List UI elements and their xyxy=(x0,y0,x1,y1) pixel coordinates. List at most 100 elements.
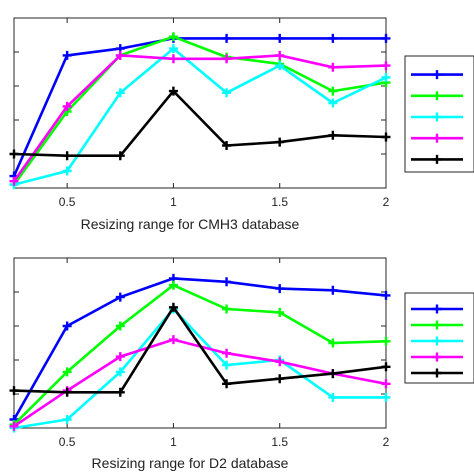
legend-marker xyxy=(432,320,442,330)
data-point-marker xyxy=(328,130,338,140)
data-point-marker xyxy=(222,33,232,43)
series-line xyxy=(12,37,386,177)
data-point-marker xyxy=(9,386,19,396)
data-point-marker xyxy=(381,336,391,346)
data-point-marker xyxy=(222,304,232,314)
data-point-marker xyxy=(62,50,72,60)
data-point-marker xyxy=(115,352,125,362)
data-point-marker xyxy=(168,86,178,96)
data-point-marker xyxy=(222,54,232,64)
data-point-marker xyxy=(62,151,72,161)
x-tick-label: 2 xyxy=(383,195,390,209)
legend-marker xyxy=(432,133,442,143)
x-tick-label: 0.5 xyxy=(59,195,76,209)
data-point-marker xyxy=(222,88,232,98)
data-point-marker xyxy=(381,73,391,82)
data-point-marker xyxy=(328,98,338,108)
data-point-marker xyxy=(62,387,72,397)
data-point-marker xyxy=(381,379,391,389)
legend-marker xyxy=(432,91,442,101)
series-line xyxy=(12,277,387,421)
data-point-marker xyxy=(115,50,125,60)
series-line xyxy=(13,47,387,186)
data-point-marker xyxy=(222,141,232,150)
x-tick-label: 1.5 xyxy=(271,195,288,209)
x-axis-label: Resizing range for D2 database xyxy=(92,455,289,471)
data-point-marker xyxy=(275,374,285,384)
data-point-marker xyxy=(328,86,338,96)
legend-marker xyxy=(432,368,442,378)
data-point-marker xyxy=(328,392,338,402)
data-point-marker xyxy=(381,290,391,300)
data-point-marker xyxy=(62,415,72,424)
data-point-marker xyxy=(381,132,391,142)
data-point-marker xyxy=(62,101,72,111)
series-line xyxy=(13,305,387,394)
data-point-marker xyxy=(328,62,338,72)
data-point-marker xyxy=(168,302,178,312)
data-point-marker xyxy=(115,367,125,377)
legend-marker xyxy=(432,112,442,122)
legend xyxy=(404,292,474,384)
data-point-marker xyxy=(275,284,285,294)
data-point-marker xyxy=(328,285,338,295)
legend-marker xyxy=(432,352,442,362)
data-point-marker xyxy=(168,335,178,345)
series-line xyxy=(13,283,387,426)
x-tick-label: 0.5 xyxy=(59,435,76,449)
series-5 xyxy=(9,302,391,397)
chart-panel-1: 0.5 1 1.5 2 Resizing range for CMH3 database xyxy=(9,17,474,232)
x-tick-label: 2 xyxy=(383,435,390,449)
x-tick-label: 1 xyxy=(170,195,177,209)
data-point-marker xyxy=(328,369,338,379)
x-tick-label: 1.5 xyxy=(271,435,288,449)
data-point-marker xyxy=(168,280,178,290)
series-line xyxy=(12,35,387,186)
data-point-marker xyxy=(275,61,285,71)
series-4 xyxy=(9,50,391,186)
data-point-marker xyxy=(62,166,72,176)
x-tick-label: 1 xyxy=(170,435,177,449)
data-point-marker xyxy=(9,149,19,159)
data-point-marker xyxy=(62,321,72,331)
legend-marker xyxy=(432,304,442,314)
legend-box xyxy=(404,292,474,384)
data-point-marker xyxy=(328,338,338,348)
data-point-marker xyxy=(328,33,338,43)
data-point-marker xyxy=(9,421,19,431)
data-point-marker xyxy=(168,54,178,64)
series-line xyxy=(12,54,387,182)
data-point-marker xyxy=(381,61,391,71)
data-point-marker xyxy=(222,379,232,389)
data-point-marker xyxy=(381,392,391,402)
series-3 xyxy=(9,44,391,190)
series-5 xyxy=(9,86,391,161)
data-point-marker xyxy=(275,357,285,367)
data-point-marker xyxy=(381,33,391,43)
data-point-marker xyxy=(115,292,125,302)
data-point-marker xyxy=(115,88,125,98)
data-point-marker xyxy=(275,137,285,147)
data-point-marker xyxy=(115,151,125,161)
data-point-marker xyxy=(222,277,232,287)
legend-marker xyxy=(432,336,442,346)
legend-marker xyxy=(432,154,442,164)
data-point-marker xyxy=(275,50,285,60)
data-point-marker xyxy=(275,307,285,317)
data-point-marker xyxy=(9,176,19,186)
data-point-marker xyxy=(115,387,125,397)
plot-area xyxy=(13,257,387,429)
data-point-marker xyxy=(168,32,178,42)
data-point-marker xyxy=(168,44,178,54)
data-point-marker xyxy=(222,360,232,370)
legend-marker xyxy=(432,70,442,80)
x-axis-label: Resizing range for CMH3 database xyxy=(81,216,300,232)
data-point-marker xyxy=(115,321,125,331)
data-point-marker xyxy=(275,33,285,43)
series-line xyxy=(13,307,386,430)
data-point-marker xyxy=(62,367,72,377)
series-1 xyxy=(9,273,391,424)
series-line xyxy=(13,89,387,157)
data-point-marker xyxy=(381,362,391,372)
